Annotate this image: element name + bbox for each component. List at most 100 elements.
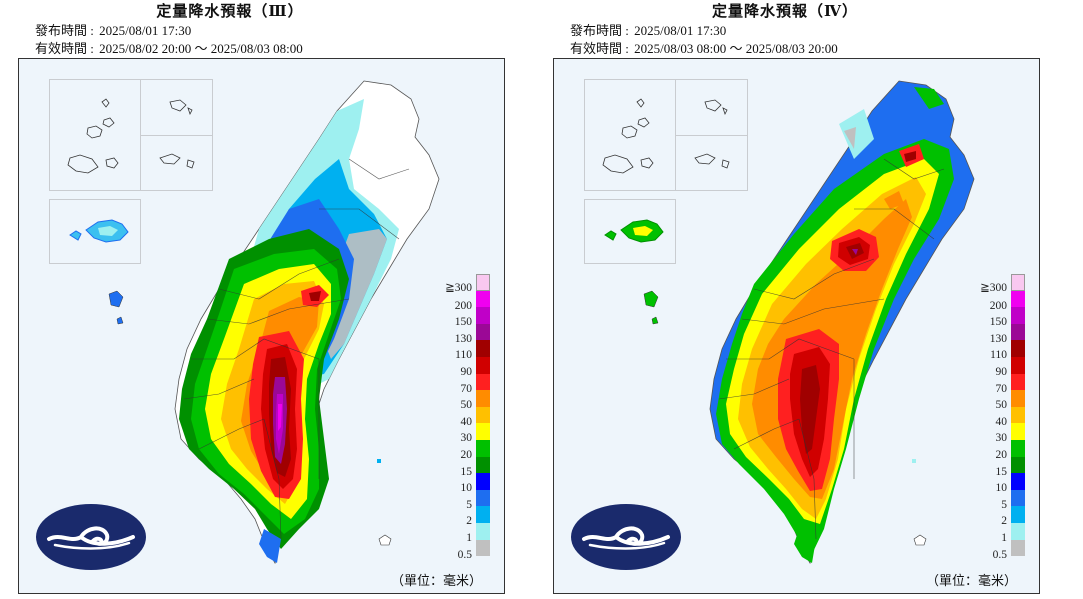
legend-label: 30: [995, 432, 1008, 445]
issue-time-value: 2025/08/01 17:30: [99, 23, 192, 38]
issue-time-value: 2025/08/01 17:30: [634, 23, 727, 38]
legend-swatch: [1011, 489, 1025, 507]
legend-label: 10: [995, 482, 1008, 495]
legend-row-150: 150: [965, 307, 1025, 328]
legend-swatch: [476, 406, 490, 424]
legend-row-20: 20: [965, 439, 1025, 461]
legend-label: 1: [466, 531, 472, 544]
legend-row-15: 15: [965, 456, 1025, 478]
cwa-cloud-logo-icon: [36, 504, 146, 570]
legend-row-70: 70: [430, 373, 490, 395]
legend-swatch: [1011, 406, 1025, 424]
legend-label: 5: [466, 498, 472, 511]
legend-label: 0.5: [992, 548, 1007, 561]
legend-row-50: 50: [965, 390, 1025, 411]
legend-label: 0.5: [457, 548, 472, 561]
legend-swatch: [1011, 340, 1025, 357]
qpf-panel-iii: 定量降水預報（Ⅲ） 發布時間 : 2025/08/01 17:30 有效時間 :…: [0, 0, 520, 599]
legend-swatch: [476, 390, 490, 407]
legend-swatch: [476, 373, 490, 391]
legend-label: 110: [455, 349, 472, 362]
issue-time-line: 發布時間 : 2025/08/01 17:30: [570, 20, 726, 39]
legend-row-10: 10: [430, 473, 490, 494]
legend-row-30: 30: [965, 423, 1025, 444]
legend-label: 1: [1001, 531, 1007, 544]
legend-row-110: 110: [430, 340, 490, 361]
qpf-panel-iv: 定量降水預報（Ⅳ） 發布時間 : 2025/08/01 17:30 有效時間 :…: [535, 0, 1055, 599]
legend-label: 150: [989, 316, 1007, 329]
legend-label: 50: [995, 399, 1008, 412]
legend-label: 130: [454, 332, 472, 345]
legend-swatch: [1011, 456, 1025, 474]
legend-row-30: 30: [430, 423, 490, 444]
legend-label: 40: [995, 415, 1008, 428]
legend-swatch: [1011, 506, 1025, 523]
legend-row-1: 1: [430, 522, 490, 544]
valid-time-value: 2025/08/02 20:00 ～ 2025/08/03 08:00: [99, 41, 303, 56]
legend-row-90: 90: [965, 356, 1025, 378]
legend-row-1: 1: [965, 522, 1025, 544]
legend-swatch: [476, 473, 490, 490]
legend-label: 200: [989, 299, 1007, 312]
legend-row-5: 5: [965, 489, 1025, 511]
issue-time-label: 發布時間 :: [570, 23, 629, 38]
legend-label: 2: [466, 515, 472, 528]
legend-row-05: 0.5: [965, 539, 1025, 561]
legend-label: 90: [995, 365, 1008, 378]
legend-swatch: [476, 274, 490, 291]
legend-swatch: [476, 307, 490, 324]
legend-label: 50: [460, 399, 473, 412]
legend-swatch: [1011, 522, 1025, 540]
precip-legend: ≧300 200 150 130 110 90 70 50 40 30 20 1…: [965, 274, 1025, 561]
legend-label: 5: [1001, 498, 1007, 511]
legend-swatch: [476, 539, 490, 557]
legend-label: 10: [460, 482, 473, 495]
legend-swatch: [1011, 290, 1025, 308]
valid-time-label: 有效時間 :: [35, 41, 94, 56]
legend-label: 30: [460, 432, 473, 445]
legend-row-70: 70: [965, 373, 1025, 395]
rainfall-map: [108, 80, 440, 565]
legend-swatch: [476, 323, 490, 341]
unit-label: （單位：毫米）: [925, 574, 1017, 589]
legend-swatch: [476, 356, 490, 374]
rainfall-map: [643, 80, 975, 565]
unit-label: （單位：毫米）: [390, 574, 482, 589]
legend-swatch: [1011, 473, 1025, 490]
legend-row-5: 5: [430, 489, 490, 511]
panel-title: 定量降水預報（Ⅲ）: [156, 2, 304, 20]
precip-legend: ≧300 200 150 130 110 90 70 50 40 30 20 1…: [430, 274, 490, 561]
penghu-inset: [584, 199, 676, 264]
legend-row-300: ≧300: [965, 274, 1025, 294]
legend-swatch: [476, 439, 490, 457]
legend-swatch: [1011, 373, 1025, 391]
legend-label: 15: [995, 465, 1008, 478]
penghu-inset: [49, 199, 141, 264]
legend-swatch: [1011, 423, 1025, 440]
valid-time-line: 有效時間 : 2025/08/02 20:00 ～ 2025/08/03 08:…: [35, 38, 303, 57]
legend-row-2: 2: [430, 506, 490, 527]
legend-row-40: 40: [430, 406, 490, 428]
legend-swatch: [476, 340, 490, 357]
valid-time-line: 有效時間 : 2025/08/03 08:00 ～ 2025/08/03 20:…: [570, 38, 838, 57]
legend-row-150: 150: [430, 307, 490, 328]
legend-row-130: 130: [965, 323, 1025, 345]
legend-label: 110: [990, 349, 1007, 362]
legend-label: 90: [460, 365, 473, 378]
legend-row-200: 200: [965, 290, 1025, 312]
legend-label: 70: [460, 382, 473, 395]
legend-swatch: [1011, 439, 1025, 457]
legend-swatch: [1011, 274, 1025, 291]
legend-swatch: [1011, 390, 1025, 407]
legend-label: 150: [454, 316, 472, 329]
map-frame: ≧300 200 150 130 110 90 70 50 40 30 20 1…: [18, 58, 505, 594]
legend-swatch: [1011, 356, 1025, 374]
issue-time-label: 發布時間 :: [35, 23, 94, 38]
kinmen-matsu-inset: [49, 79, 213, 191]
legend-row-15: 15: [430, 456, 490, 478]
map-frame: ≧300 200 150 130 110 90 70 50 40 30 20 1…: [553, 58, 1040, 594]
legend-row-130: 130: [430, 323, 490, 345]
legend-row-110: 110: [965, 340, 1025, 361]
legend-swatch: [476, 423, 490, 440]
legend-swatch: [476, 522, 490, 540]
